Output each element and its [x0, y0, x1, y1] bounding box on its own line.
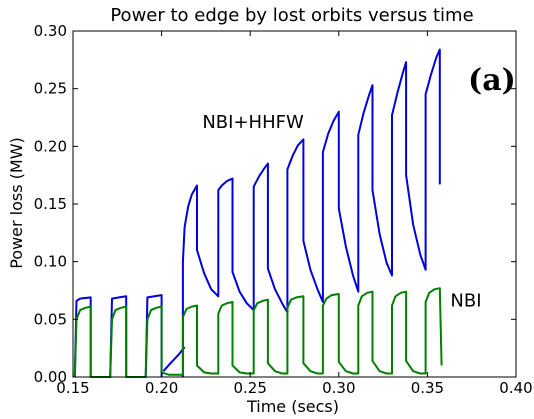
x-tick-label-2: 0.25 — [233, 379, 266, 397]
y-tick-label-5: 0.25 — [34, 80, 67, 98]
series-line-nbi-hhfw-2 — [183, 50, 440, 378]
y-axis-ticks: 0.00 0.05 0.10 0.15 0.20 0.25 0.30 — [34, 22, 516, 386]
chart-title: Power to edge by lost orbits versus time — [110, 5, 473, 26]
plot-frame — [73, 31, 516, 377]
annotation-0: NBI+HHFW — [202, 112, 304, 133]
y-tick-label-2: 0.10 — [34, 253, 67, 271]
x-tick-label-3: 0.30 — [322, 379, 355, 397]
y-axis-label: Power loss (MW) — [7, 137, 26, 269]
x-tick-label-4: 0.35 — [411, 379, 444, 397]
y-tick-label-3: 0.15 — [34, 195, 67, 213]
y-tick-label-1: 0.05 — [34, 310, 67, 328]
x-axis-ticks: 0.15 0.20 0.25 0.30 0.35 0.40 — [56, 31, 532, 397]
x-tick-label-5: 0.40 — [499, 379, 532, 397]
y-tick-label-0: 0.00 — [34, 368, 67, 386]
x-tick-label-1: 0.20 — [145, 379, 178, 397]
panel-label: (a) — [468, 63, 516, 98]
x-axis-label: Time (secs) — [246, 397, 339, 416]
series-line-nbi-hhfw-1 — [163, 347, 184, 371]
plot-area — [75, 50, 442, 378]
annotation-1: NBI — [450, 291, 481, 312]
y-tick-label-4: 0.20 — [34, 137, 67, 155]
y-tick-label-6: 0.30 — [34, 22, 67, 40]
series-line-nbi-0 — [75, 288, 442, 377]
